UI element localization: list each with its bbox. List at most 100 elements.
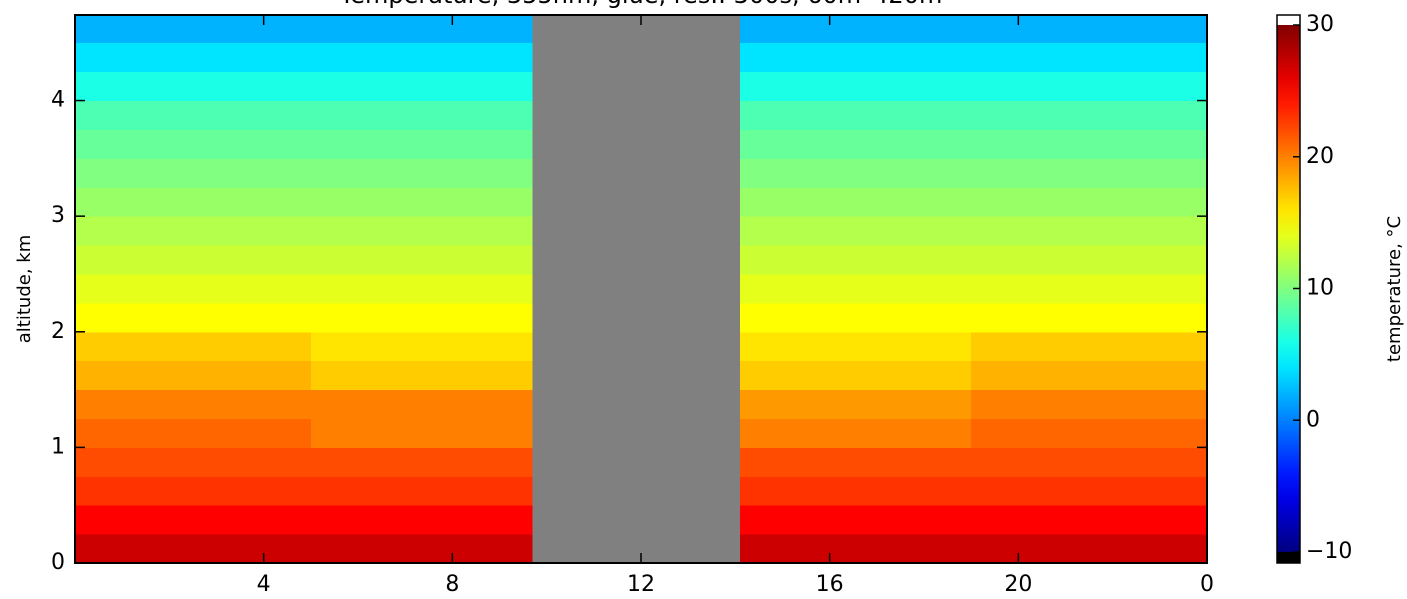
colorbar-under [1277,552,1300,563]
x-tick-label: 0 [1200,572,1214,597]
heat-cell [740,331,972,362]
colorbar-label: temperature, °C [1384,216,1405,362]
heat-cell [75,418,312,448]
heat-cell [75,216,312,246]
heat-cell [740,245,972,275]
missing-cell [532,476,741,506]
missing-cell [532,418,741,448]
heat-cell [75,389,312,419]
heat-cell [75,505,312,535]
heat-cell [740,158,972,188]
heat-cell [310,447,534,477]
heat-cell [740,418,972,448]
heat-cell [740,129,972,159]
y-tick-label: 0 [51,550,65,575]
heat-cell [971,129,1208,159]
heat-cell [75,42,312,73]
missing-cell [532,187,741,217]
missing-cell [532,245,741,275]
y-tick-label: 4 [51,88,65,113]
heat-cell [971,360,1208,391]
colorbar-tick-label: 0 [1306,407,1320,432]
missing-cell [532,42,741,73]
heat-cell [310,273,534,304]
heat-cell [971,187,1208,217]
missing-cell [532,505,741,535]
missing-cell [532,216,741,246]
heat-cell [971,389,1208,419]
y-tick-label: 2 [51,319,65,344]
y-tick-label: 1 [51,434,65,459]
heat-cell [310,245,534,275]
heat-cell [740,360,972,391]
heat-cell [740,42,972,73]
heat-cell [740,216,972,246]
heat-cell [740,534,972,564]
y-tick-label: 3 [51,203,65,228]
colorbar-tick-label: 20 [1306,144,1334,169]
heat-cell [971,331,1208,362]
heat-cell [75,331,312,362]
heat-cell [75,476,312,506]
heat-cell [75,71,312,102]
x-tick-label: 8 [445,572,459,597]
heat-cell [310,505,534,535]
heat-cell [75,245,312,275]
heat-cell [971,273,1208,304]
heat-cell [740,476,972,506]
heat-cell [75,302,312,333]
heat-cell [971,71,1208,102]
heat-cell [310,418,534,448]
x-tick-label: 12 [627,572,655,597]
heat-cell [971,447,1208,477]
heat-cell [971,245,1208,275]
missing-cell [532,302,741,333]
heat-cell [310,331,534,362]
heat-cell [740,187,972,217]
heat-cell [971,100,1208,130]
heat-cell [740,447,972,477]
heat-cell [310,302,534,333]
heat-cell [971,302,1208,333]
colorbar-tick-label: 30 [1306,12,1334,37]
heat-cell [740,71,972,102]
heat-cell [740,302,972,333]
heat-cell [971,42,1208,73]
heat-cell [75,100,312,130]
heat-cell [740,100,972,130]
missing-cell [532,158,741,188]
heat-cell [971,418,1208,448]
heat-cell [310,360,534,391]
missing-cell [532,15,741,44]
heat-cell [75,129,312,159]
heat-cell [75,15,312,44]
heat-cell [310,389,534,419]
heat-cell [310,476,534,506]
heat-cell [310,15,534,44]
heat-cell [75,158,312,188]
missing-cell [532,129,741,159]
y-axis-label: altitude, km [14,235,35,343]
heat-cell [971,476,1208,506]
heat-cell [75,273,312,304]
x-tick-label: 16 [816,572,844,597]
x-tick-label: 20 [1004,572,1032,597]
heat-cell [971,216,1208,246]
heat-cell [971,158,1208,188]
heat-cell [971,534,1208,564]
heat-cell [310,42,534,73]
heat-cell [75,187,312,217]
missing-cell [532,360,741,391]
missing-cell [532,389,741,419]
x-tick-label: 4 [257,572,271,597]
missing-cell [532,331,741,362]
heat-cell [971,505,1208,535]
heat-cell [310,100,534,130]
heat-cell [740,389,972,419]
heat-cell [75,447,312,477]
heat-cell [310,129,534,159]
heat-cell [75,534,312,564]
missing-cell [532,534,741,564]
